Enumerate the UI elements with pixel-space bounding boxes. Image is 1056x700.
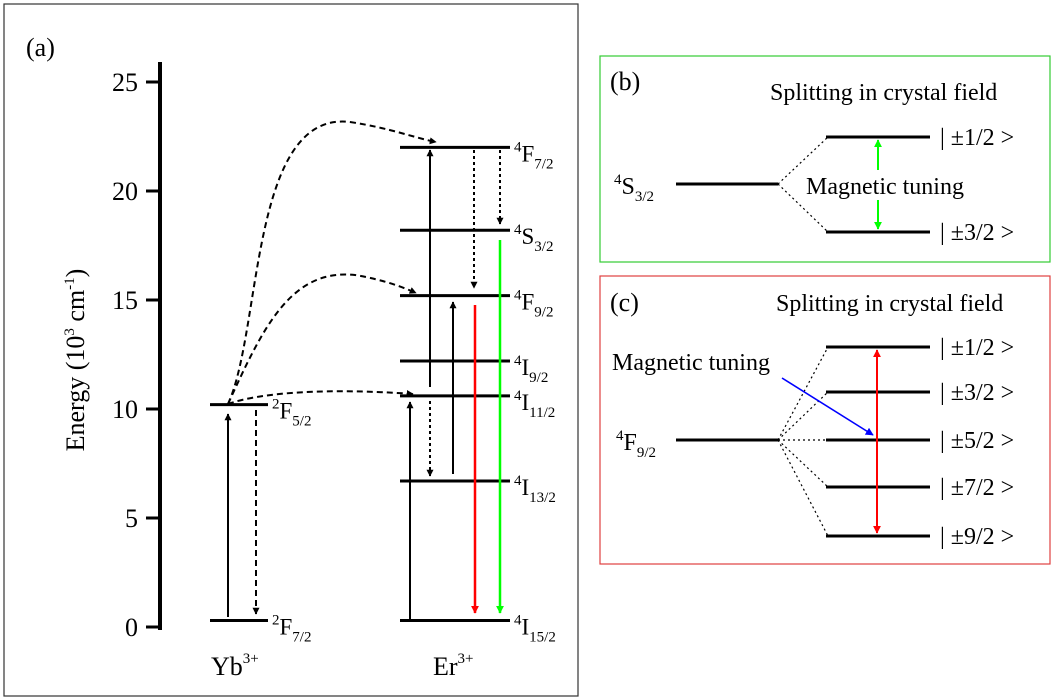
- panel-c-sublevel-label: | ±9/2 >: [940, 524, 1014, 550]
- y-axis-tick-label: 5: [125, 504, 138, 533]
- panel-c-tuning-pointer-arrow: [781, 377, 874, 436]
- y-axis-title: Energy (103 cm-1): [61, 269, 90, 452]
- y-axis-tick-label: 0: [125, 613, 138, 642]
- er-level-label: 4I11/2: [514, 388, 555, 421]
- panel-c-tuning-label: Magnetic tuning: [612, 350, 770, 376]
- transfer-arrow-to-f92: [227, 273, 417, 405]
- er-level-label: 4F7/2: [514, 139, 553, 172]
- y-axis: 0 5 10 15 20 25: [112, 62, 162, 642]
- panel-b-split-line: [777, 183, 829, 233]
- panel-c-label: (c): [610, 288, 639, 317]
- panel-a-frame: [3, 3, 579, 697]
- panel-c-sublevel-label: | ±7/2 >: [940, 475, 1014, 501]
- panel-c-sublevel-label: | ±1/2 >: [940, 335, 1014, 361]
- panel-c-title: Splitting in crystal field: [776, 291, 1003, 317]
- panel-c-frame: [599, 275, 1051, 565]
- er-level-label: 4I9/2: [514, 353, 548, 386]
- panel-b-sublevel-label: | ±3/2 >: [940, 220, 1014, 246]
- y-axis-tick-label: 20: [112, 177, 138, 206]
- panel-b-frame: [599, 55, 1051, 263]
- panel-b-tuning-label-bg: [798, 170, 966, 200]
- panel-c-sublevel-label: | ±5/2 >: [940, 428, 1014, 454]
- panel-c-level-label: 4F9/2: [616, 428, 656, 461]
- er-ion-label: Er3+: [433, 651, 474, 681]
- panel-b-level-label: 4S3/2: [614, 172, 654, 205]
- panel-a-label: (a): [26, 33, 55, 62]
- panel-c: (c) Splitting in crystal field 4F9/2 | ±…: [599, 275, 1051, 565]
- panel-b-title: Splitting in crystal field: [770, 80, 997, 106]
- panel-c-split-line: [777, 439, 829, 488]
- y-axis-tick-label: 10: [112, 395, 138, 424]
- panel-b-label: (b): [610, 67, 640, 96]
- y-axis-tick-label: 25: [112, 68, 138, 97]
- er-level-label: 4I15/2: [514, 612, 556, 645]
- panel-b-split-line: [777, 136, 829, 185]
- panel-c-split-line: [777, 346, 829, 441]
- panel-b: (b) Splitting in crystal field 4S3/2 | ±…: [599, 55, 1051, 263]
- panel-c-sublevel-label: | ±3/2 >: [940, 380, 1014, 406]
- panel-c-split-line: [777, 391, 829, 441]
- er-level-label: 4F9/2: [514, 288, 553, 321]
- er-level-label: 4I13/2: [514, 473, 556, 506]
- panel-c-split-line: [777, 439, 829, 537]
- transfer-arrow-to-i112: [227, 390, 414, 405]
- panel-c-split-lines: [777, 346, 829, 537]
- y-axis-tick-label: 15: [112, 286, 138, 315]
- panel-b-tuning-label: Magnetic tuning: [806, 174, 964, 200]
- er-level-label: 4S3/2: [514, 222, 553, 255]
- yb-level-label: 2F7/2: [272, 612, 311, 645]
- panel-b-sublevel-label: | ±1/2 >: [940, 125, 1014, 151]
- yb-level-label: 2F5/2: [272, 397, 311, 430]
- transitions: [224, 120, 504, 621]
- transfer-arrow-to-f72: [227, 120, 437, 405]
- yb-ion-label: Yb3+: [211, 651, 259, 681]
